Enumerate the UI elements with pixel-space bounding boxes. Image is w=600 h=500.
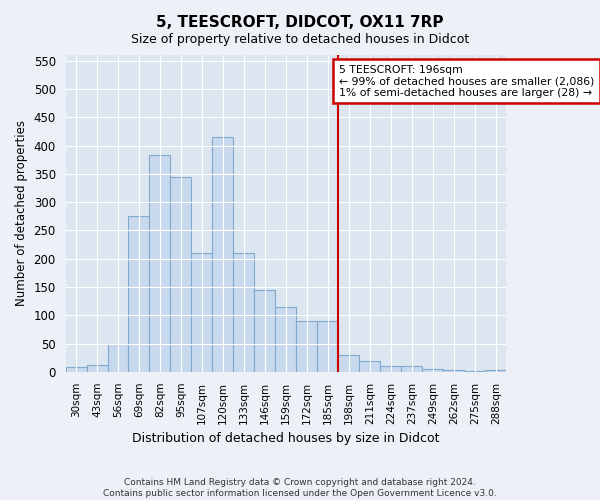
Bar xyxy=(86,365,107,372)
Bar xyxy=(401,366,422,372)
Bar xyxy=(275,307,296,372)
Bar xyxy=(149,155,170,372)
Bar xyxy=(317,321,338,372)
Y-axis label: Number of detached properties: Number of detached properties xyxy=(15,120,28,306)
Bar xyxy=(422,369,443,372)
Text: Size of property relative to detached houses in Didcot: Size of property relative to detached ho… xyxy=(131,32,469,46)
Text: 5, TEESCROFT, DIDCOT, OX11 7RP: 5, TEESCROFT, DIDCOT, OX11 7RP xyxy=(156,15,444,30)
Bar xyxy=(380,366,401,372)
Bar xyxy=(191,253,212,372)
Bar xyxy=(254,290,275,372)
Text: 5 TEESCROFT: 196sqm
← 99% of detached houses are smaller (2,086)
1% of semi-deta: 5 TEESCROFT: 196sqm ← 99% of detached ho… xyxy=(339,64,594,98)
Bar xyxy=(65,368,86,372)
Bar xyxy=(443,370,464,372)
Bar xyxy=(485,370,506,372)
Text: Contains HM Land Registry data © Crown copyright and database right 2024.
Contai: Contains HM Land Registry data © Crown c… xyxy=(103,478,497,498)
Bar xyxy=(212,137,233,372)
Bar xyxy=(359,360,380,372)
Bar xyxy=(128,216,149,372)
Bar xyxy=(233,253,254,372)
Bar xyxy=(107,344,128,372)
Bar xyxy=(296,321,317,372)
X-axis label: Distribution of detached houses by size in Didcot: Distribution of detached houses by size … xyxy=(132,432,440,445)
Bar xyxy=(338,355,359,372)
Bar xyxy=(170,176,191,372)
